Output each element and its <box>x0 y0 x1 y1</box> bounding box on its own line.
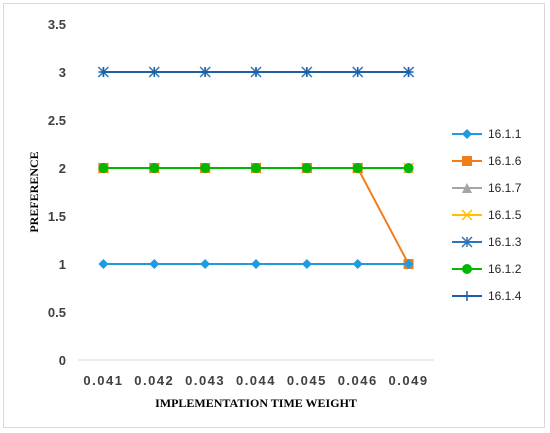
series-16-1-6 <box>98 163 414 269</box>
legend-marker <box>462 129 472 139</box>
series-layer <box>97 66 415 269</box>
data-point <box>98 67 109 77</box>
legend-label: 16.1.3 <box>488 235 522 249</box>
x-tick-label: 0.042 <box>134 373 174 388</box>
legend-item: 16.1.1 <box>452 127 522 141</box>
series-16-1-2 <box>98 163 414 173</box>
y-tick-label: 3 <box>59 65 66 80</box>
legend: 16.1.1 16.1.6 16.1.7 16.1.5 16.1.3 16.1.2 16.1… <box>452 127 522 303</box>
x-axis-title: IMPLEMENTATION TIME WEIGHT <box>155 396 357 410</box>
legend-marker <box>462 264 472 274</box>
legend-label: 16.1.4 <box>488 289 522 303</box>
legend-item: 16.1.6 <box>452 154 522 168</box>
data-point <box>251 67 261 77</box>
data-point <box>149 259 160 269</box>
legend-marker <box>461 236 473 248</box>
y-tick-label: 0 <box>59 353 66 368</box>
legend-label: 16.1.2 <box>488 262 522 276</box>
x-axis-ticks: 0.041 0.042 0.043 0.044 0.045 0.046 0.049 <box>83 373 429 388</box>
data-point <box>149 67 160 77</box>
x-tick-label: 0.045 <box>287 373 327 388</box>
data-point <box>352 67 363 77</box>
data-point <box>251 259 261 269</box>
data-point <box>251 163 261 173</box>
x-tick-label: 0.046 <box>338 373 378 388</box>
x-tick-label: 0.044 <box>236 373 276 388</box>
data-point <box>403 259 414 269</box>
data-point <box>352 163 363 173</box>
data-point <box>200 163 211 173</box>
legend-label: 16.1.7 <box>488 181 522 195</box>
y-axis-title: PREFERENCE <box>27 151 41 232</box>
data-point <box>301 67 312 77</box>
legend-label: 16.1.5 <box>488 208 522 222</box>
legend-label: 16.1.1 <box>488 127 522 141</box>
data-point <box>301 259 312 269</box>
data-point <box>403 163 414 173</box>
legend-item: 16.1.7 <box>452 181 522 195</box>
legend-item: 16.1.4 <box>452 289 522 303</box>
x-tick-label: 0.043 <box>185 373 225 388</box>
legend-marker <box>462 183 472 193</box>
data-point <box>301 163 312 173</box>
data-point <box>149 163 160 173</box>
y-tick-label: 3.5 <box>48 17 66 32</box>
legend-item: 16.1.3 <box>452 235 522 249</box>
x-tick-label: 0.041 <box>83 373 123 388</box>
legend-item: 16.1.2 <box>452 262 522 276</box>
data-point <box>98 163 109 173</box>
y-tick-label: 1 <box>59 257 66 272</box>
series-16-1-4 <box>98 67 414 77</box>
data-point <box>200 67 211 77</box>
y-tick-label: 0.5 <box>48 305 66 320</box>
y-axis-ticks: 0 0.5 1 1.5 2 2.5 3 3.5 <box>48 17 66 368</box>
y-tick-label: 2 <box>59 161 66 176</box>
y-tick-label: 1.5 <box>48 209 66 224</box>
legend-label: 16.1.6 <box>488 154 522 168</box>
data-point <box>98 259 109 269</box>
series-line <box>103 167 410 265</box>
legend-marker <box>462 156 472 166</box>
y-tick-label: 2.5 <box>48 113 66 128</box>
data-point <box>200 259 211 269</box>
legend-item: 16.1.5 <box>452 208 522 222</box>
legend-marker <box>461 209 473 221</box>
data-point <box>352 259 363 269</box>
x-tick-label: 0.049 <box>389 373 429 388</box>
data-point <box>403 67 414 77</box>
legend-marker <box>462 291 472 301</box>
series-16-1-1 <box>98 259 414 269</box>
